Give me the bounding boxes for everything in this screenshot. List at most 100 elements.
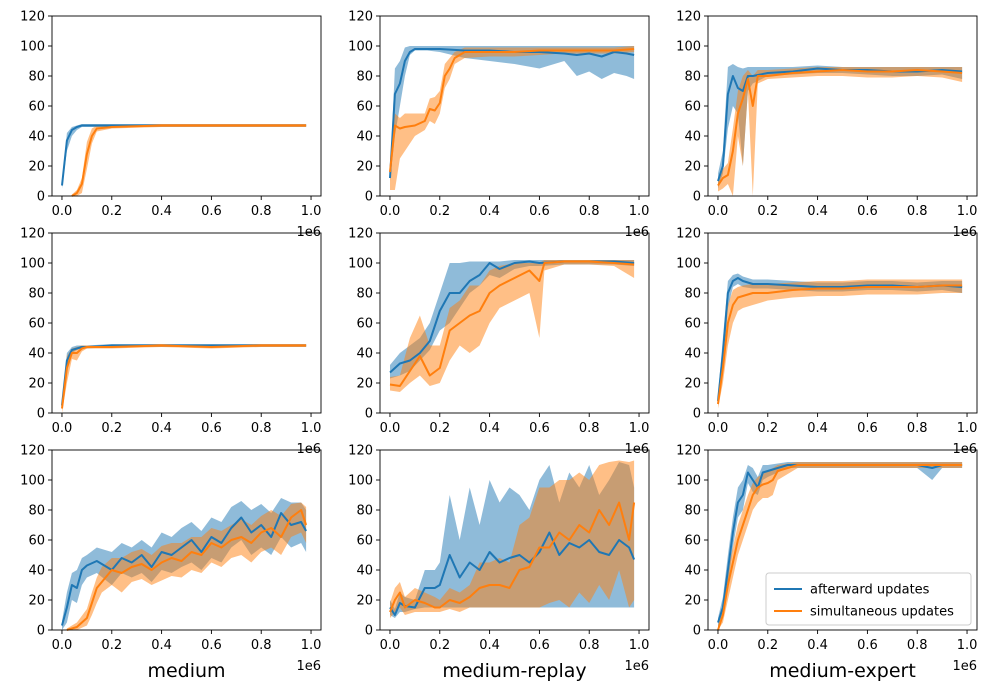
y-tick-label: 60: [28, 317, 45, 332]
line-afterward: [389, 48, 635, 179]
y-tick-label: 20: [356, 160, 373, 175]
y-tick-label: 100: [348, 257, 373, 272]
y-tick-label: 100: [676, 40, 701, 55]
band-simultaneous: [66, 502, 307, 630]
x-tick-label: 0.6: [529, 204, 550, 219]
x-tick-label: 0.8: [251, 421, 272, 436]
x-tick-label: 1.0: [957, 204, 978, 219]
axes-frame: [51, 232, 322, 414]
y-tick-label: 80: [28, 504, 45, 519]
x-tick-label: 0.2: [429, 638, 450, 653]
x-tick-label: 0.4: [479, 421, 500, 436]
legend-label-afterward: afterward updates: [810, 583, 930, 598]
y-tick-label: 80: [684, 287, 701, 302]
x-tick-label: 1.0: [629, 421, 650, 436]
band-simultaneous: [71, 124, 307, 196]
y-tick-label: 0: [37, 407, 45, 422]
x-tick-label: 0.6: [857, 638, 878, 653]
y-tick-label: 0: [693, 624, 701, 639]
line-simultaneous: [66, 509, 308, 631]
band-simultaneous: [718, 279, 963, 409]
panel-row2-medium-replay: 0.0 0.2 0.4 0.6 0.8 1.0 0 20 40 60 80 100 120 1e6: [348, 227, 650, 457]
x-tick-label: 0.4: [151, 204, 172, 219]
panel-row3-medium-expert: 0.0 0.2 0.4 0.6 0.8 1.0 0 20 40 60 80 100 120 1e6 medi…: [676, 444, 978, 682]
x-offset-label: 1e6: [952, 225, 977, 240]
x-offset-label: 1e6: [952, 442, 977, 457]
band-afterward: [62, 124, 307, 189]
y-tick-label: 20: [28, 160, 45, 175]
y-tick-label: 20: [28, 594, 45, 609]
y-tick-label: 0: [37, 190, 45, 205]
x-tick-label: 1.0: [629, 204, 650, 219]
x-tick-label: 0.4: [479, 638, 500, 653]
y-tick-label: 40: [28, 564, 45, 579]
y-tick-label: 20: [356, 594, 373, 609]
panel-row1-medium-replay: 0.0 0.2 0.4 0.6 0.8 1.0 0 20 40 60 80 100 120 1e6: [348, 10, 650, 240]
y-tick-label: 60: [356, 317, 373, 332]
line-afterward: [389, 531, 636, 616]
x-tick-label: 0.4: [807, 638, 828, 653]
x-tick-label: 0.0: [52, 421, 73, 436]
y-tick-label: 80: [356, 504, 373, 519]
band-simultaneous: [390, 260, 635, 392]
y-tick-label: 100: [20, 40, 45, 55]
column-title-medium: medium: [147, 660, 225, 682]
legend-box: [765, 572, 972, 626]
x-tick-label: 0.2: [757, 638, 778, 653]
y-tick-label: 60: [28, 534, 45, 549]
y-tick-label: 80: [356, 70, 373, 85]
line-simultaneous: [389, 501, 636, 613]
y-tick-label: 120: [20, 10, 45, 25]
x-tick-label: 0.6: [857, 421, 878, 436]
y-tick-label: 100: [348, 474, 373, 489]
column-title-medium-expert: medium-expert: [769, 660, 916, 682]
y-tick-label: 0: [37, 624, 45, 639]
y-tick-label: 40: [28, 347, 45, 362]
legend: afterward updates simultaneous updates: [765, 572, 972, 626]
x-tick-label: 0.6: [529, 638, 550, 653]
x-tick-label: 0.8: [579, 638, 600, 653]
y-tick-label: 60: [356, 534, 373, 549]
y-tick-label: 40: [684, 347, 701, 362]
x-tick-label: 0.2: [429, 421, 450, 436]
x-tick-label: 0.6: [201, 204, 222, 219]
y-tick-label: 100: [676, 257, 701, 272]
panel-row2-medium: 0.0 0.2 0.4 0.6 0.8 1.0 0 20 40 60 80 100 120 1e6: [20, 227, 322, 457]
panel-row1-medium-expert: 0.0 0.2 0.4 0.6 0.8 1.0 0 20 40 60 80 100 120 1e6: [676, 10, 978, 240]
x-tick-label: 0.0: [380, 421, 401, 436]
x-tick-label: 0.0: [708, 421, 729, 436]
band-afterward: [718, 64, 963, 189]
y-tick-label: 120: [676, 227, 701, 242]
line-simultaneous: [71, 124, 307, 197]
x-tick-label: 0.0: [708, 638, 729, 653]
band-simultaneous: [718, 67, 963, 196]
band-simultaneous: [390, 460, 635, 618]
y-tick-label: 0: [693, 190, 701, 205]
y-tick-label: 100: [20, 257, 45, 272]
line-simultaneous: [61, 344, 307, 409]
axes-frame: [707, 232, 978, 414]
x-tick-label: 0.0: [380, 638, 401, 653]
panel-row2-medium-expert: 0.0 0.2 0.4 0.6 0.8 1.0 0 20 40 60 80 100 120 1e6: [676, 227, 978, 457]
band-afterward: [390, 46, 635, 181]
y-tick-label: 60: [684, 100, 701, 115]
y-tick-label: 20: [28, 377, 45, 392]
y-tick-label: 20: [684, 594, 701, 609]
x-tick-label: 0.4: [151, 638, 172, 653]
y-tick-label: 80: [28, 287, 45, 302]
x-tick-label: 0.2: [101, 204, 122, 219]
y-tick-label: 120: [348, 10, 373, 25]
x-offset-label: 1e6: [296, 659, 321, 674]
y-tick-label: 120: [20, 227, 45, 242]
x-tick-label: 0.6: [857, 204, 878, 219]
x-tick-label: 0.4: [807, 421, 828, 436]
x-tick-label: 0.8: [579, 421, 600, 436]
line-afterward: [61, 124, 307, 186]
x-tick-label: 0.2: [757, 204, 778, 219]
line-simultaneous: [717, 69, 963, 187]
axes-frame: [379, 15, 650, 197]
band-afterward: [62, 344, 307, 409]
x-tick-label: 0.0: [52, 638, 73, 653]
x-tick-label: 1.0: [301, 204, 322, 219]
